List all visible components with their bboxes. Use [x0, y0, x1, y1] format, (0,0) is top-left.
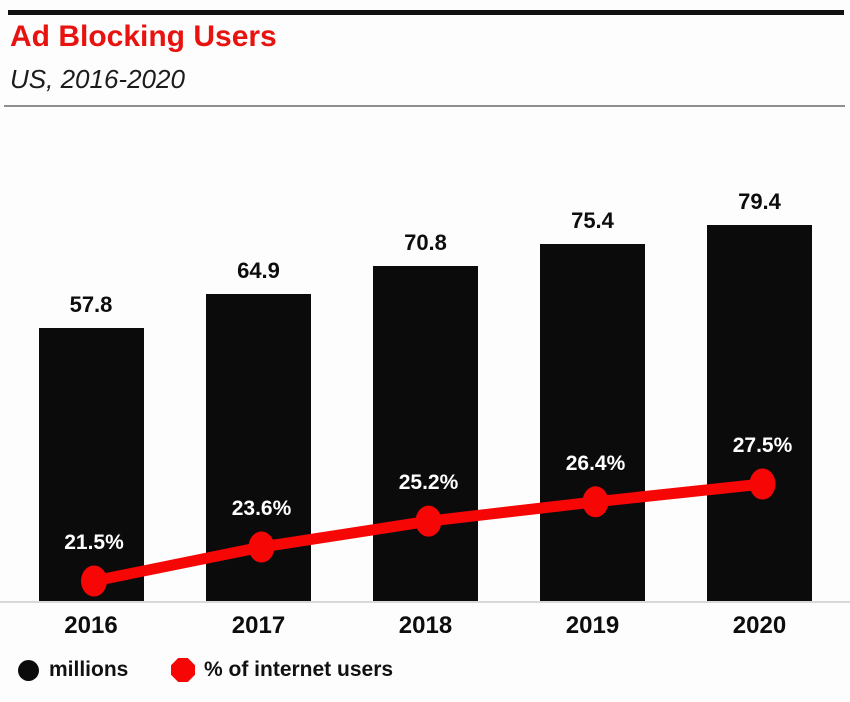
- x-axis-tick-label: 2017: [231, 612, 286, 639]
- bar-value-label: 79.4: [738, 189, 781, 215]
- top-rule: [8, 10, 844, 15]
- bar: [540, 244, 645, 601]
- x-axis-tick-label: 2019: [565, 612, 620, 639]
- bar: [373, 266, 478, 601]
- circle-marker-icon: [18, 659, 39, 681]
- bar: [707, 225, 812, 601]
- bar-value-label: 75.4: [571, 208, 614, 234]
- bar-value-label: 70.8: [404, 230, 447, 256]
- legend-item-millions: millions: [18, 656, 128, 684]
- line-value-label: 26.4%: [565, 451, 626, 475]
- legend-label: % of internet users: [204, 658, 394, 681]
- legend: millions % of internet users: [0, 656, 850, 686]
- header-divider: [4, 105, 845, 107]
- chart-title: Ad Blocking Users: [10, 20, 277, 53]
- line-value-label: 27.5%: [732, 433, 793, 457]
- bar: [38, 327, 144, 601]
- bar-value-label: 57.8: [69, 291, 113, 317]
- legend-item-pct-internet-users: % of internet users: [171, 656, 393, 684]
- line-value-label: 25.2%: [398, 471, 459, 495]
- chart-subtitle: US, 2016-2020: [10, 64, 185, 94]
- x-axis-tick-label: 2020: [732, 612, 787, 639]
- line-value-label: 23.6%: [231, 497, 292, 521]
- bar: [206, 294, 311, 601]
- line-value-label: 21.5%: [64, 531, 124, 554]
- x-axis-tick-label: 2016: [64, 612, 118, 639]
- bar-value-label: 64.9: [237, 258, 280, 284]
- legend-label: millions: [49, 658, 129, 681]
- x-axis-baseline: [0, 601, 850, 603]
- x-axis-tick-label: 2018: [398, 612, 453, 639]
- octagon-marker-icon: [171, 658, 195, 682]
